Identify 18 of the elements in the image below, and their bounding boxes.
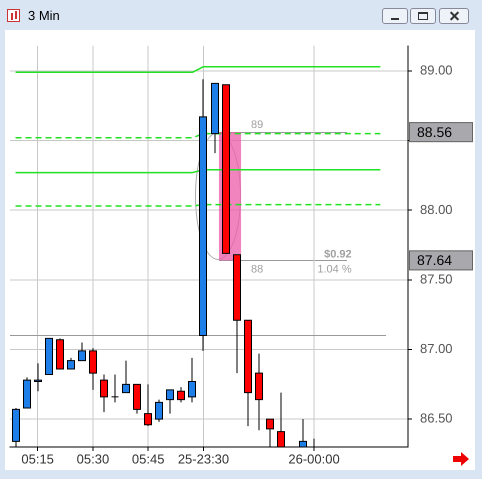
y-tick-label: 88.00 (420, 202, 453, 217)
text: 88.56 (417, 124, 452, 140)
x-tick-label: 05:15 (21, 451, 54, 466)
annotation: $0.92 (324, 248, 352, 260)
y-tick-label: 87.00 (420, 341, 453, 356)
text: 87.64 (417, 252, 452, 268)
x-tick-label: 05:30 (76, 451, 110, 466)
annotation: 1.04 % (317, 263, 352, 276)
y-tick-label: 87.50 (420, 271, 453, 286)
y-tick-label: 86.50 (420, 410, 453, 426)
x-tick-label: 26-00:00 (288, 451, 340, 466)
x-tick-label: 25-23:30 (178, 451, 230, 466)
annotation: 89 (251, 119, 264, 132)
candlestick (112, 374, 118, 402)
x-tick-label: 05:45 (132, 451, 164, 466)
annotation: 88 (251, 263, 264, 276)
y-tick-label: 89.00 (420, 62, 453, 78)
chart-title: 3 Min (28, 8, 60, 23)
